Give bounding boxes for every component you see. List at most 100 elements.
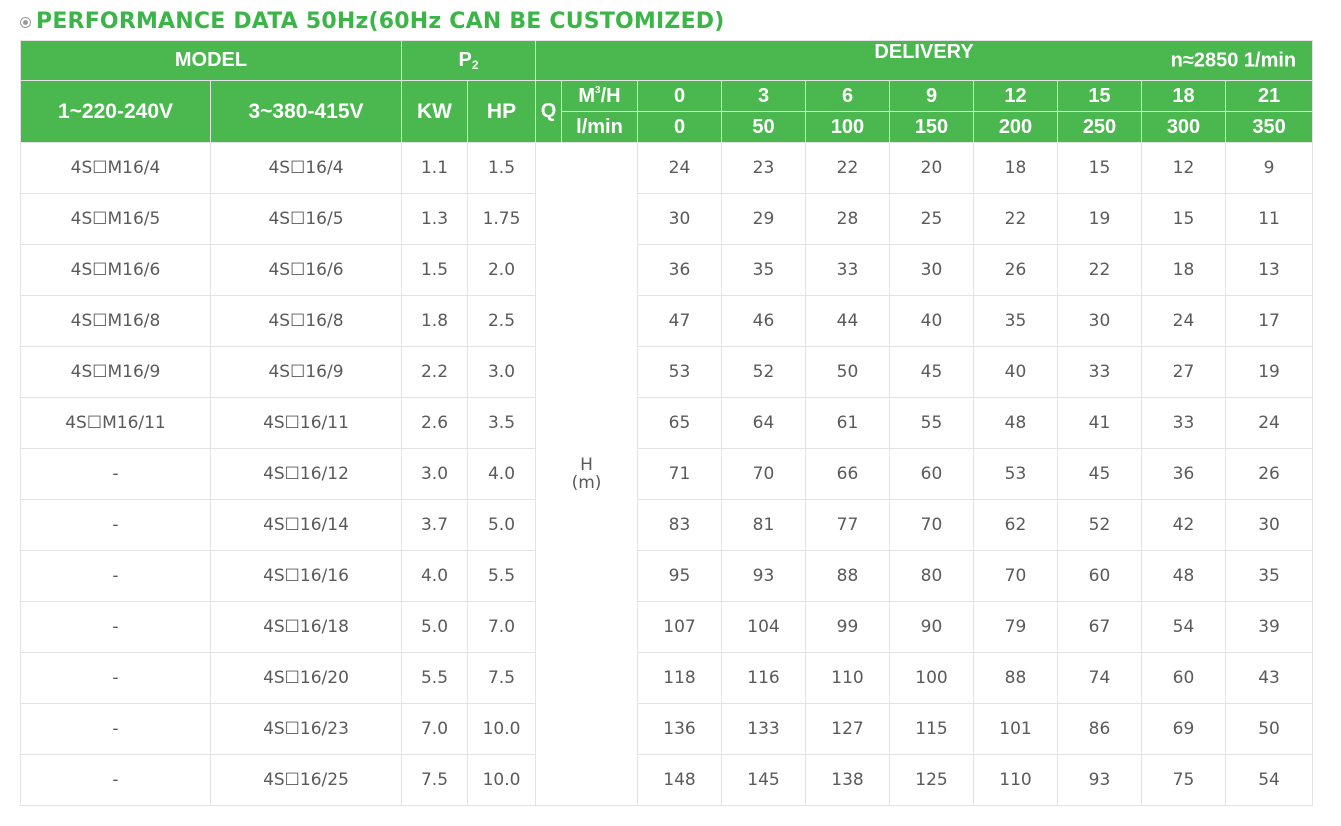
head-value: 80 [889, 550, 974, 602]
delivery-label: DELIVERY [874, 41, 974, 64]
page-title: PERFORMANCE DATA 50Hz(60Hz CAN BE CUSTOM… [20, 6, 725, 36]
flow-lmin-cell: 150 [889, 111, 974, 143]
power-hp: 7.0 [467, 601, 536, 653]
power-kw: 3.0 [401, 448, 468, 500]
head-value: 116 [721, 652, 806, 704]
model-three-phase: 4S☐16/4 [210, 142, 402, 194]
head-value: 19 [1224, 346, 1314, 398]
head-value: 48 [973, 397, 1058, 449]
header-p2: P2 [401, 40, 536, 81]
head-value: 136 [637, 703, 722, 755]
head-label-cell: H (m) [535, 142, 638, 806]
power-hp: 1.5 [467, 142, 536, 194]
head-value: 54 [1141, 601, 1226, 653]
head-value: 18 [973, 142, 1058, 194]
head-label: H [580, 455, 593, 475]
head-value: 35 [721, 244, 806, 296]
head-value: 61 [805, 397, 890, 449]
power-hp: 5.5 [467, 550, 536, 602]
power-kw: 5.0 [401, 601, 468, 653]
model-three-phase: 4S☐16/12 [210, 448, 402, 500]
head-value: 95 [637, 550, 722, 602]
head-value: 125 [889, 754, 974, 806]
table-row: -4S☐16/20 5.5 7.5 118 116 110 100 88 74 60 43 [20, 652, 1314, 704]
head-value: 30 [1224, 499, 1314, 551]
head-value: 93 [1057, 754, 1142, 806]
flow-lmin-cell: 250 [1057, 111, 1142, 143]
head-value: 41 [1057, 397, 1142, 449]
head-value: 86 [1057, 703, 1142, 755]
power-hp: 4.0 [467, 448, 536, 500]
flow-m3h-cell: 0 [637, 80, 722, 112]
flow-m3h-cell: 3 [721, 80, 806, 112]
head-value: 93 [721, 550, 806, 602]
flow-lmin-cell: 50 [721, 111, 806, 143]
head-value: 39 [1224, 601, 1314, 653]
flow-lmin-cell: 350 [1224, 111, 1314, 143]
head-value: 79 [973, 601, 1058, 653]
head-value: 138 [805, 754, 890, 806]
head-value: 30 [637, 193, 722, 245]
table-row: -4S☐16/25 7.5 10.0 148 145 138 125 110 93 75 54 [20, 754, 1314, 806]
table-row: 4S☐M16/6 4S☐16/6 1.5 2.0 36 35 33 30 26 22 18 13 [20, 244, 1314, 296]
model-single-phase: - [20, 703, 211, 755]
power-kw: 2.6 [401, 397, 468, 449]
head-value: 40 [889, 295, 974, 347]
table-row: 4S☐M16/4 4S☐16/4 1.1 1.5 H (m) 24 23 22 20 18 15 12 9 [20, 142, 1314, 806]
head-value: 75 [1141, 754, 1226, 806]
head-value: 88 [805, 550, 890, 602]
model-single-phase: 4S☐M16/9 [20, 346, 211, 398]
head-value: 22 [1057, 244, 1142, 296]
table-row: -4S☐16/18 5.0 7.0 107 104 99 90 79 67 54 39 [20, 601, 1314, 653]
head-value: 24 [1224, 397, 1314, 449]
p2-subscript: 2 [471, 58, 479, 72]
flow-m3h-cell: 9 [889, 80, 974, 112]
head-value: 18 [1141, 244, 1226, 296]
head-value: 50 [805, 346, 890, 398]
table-row: -4S☐16/14 3.7 5.0 83 81 77 70 62 52 42 30 [20, 499, 1314, 551]
flow-lmin-cell: 200 [973, 111, 1058, 143]
head-value: 64 [721, 397, 806, 449]
head-value: 44 [805, 295, 890, 347]
header-row-1: MODEL P2 DELIVERY n≈2850 1/min [20, 40, 1314, 81]
head-value: 20 [889, 142, 974, 194]
power-hp: 10.0 [467, 754, 536, 806]
head-value: 70 [721, 448, 806, 500]
head-value: 36 [1141, 448, 1226, 500]
model-three-phase: 4S☐16/23 [210, 703, 402, 755]
head-value: 115 [889, 703, 974, 755]
head-unit: (m) [571, 473, 602, 493]
model-three-phase: 4S☐16/5 [210, 193, 402, 245]
head-value: 90 [889, 601, 974, 653]
model-single-phase: 4S☐M16/4 [20, 142, 211, 194]
m3h-tail: /H [600, 84, 621, 107]
head-value: 22 [805, 142, 890, 194]
head-value: 107 [637, 601, 722, 653]
model-three-phase: 4S☐16/18 [210, 601, 402, 653]
header-model: MODEL [20, 40, 402, 81]
head-value: 67 [1057, 601, 1142, 653]
table-row: -4S☐16/16 4.0 5.5 95 93 88 80 70 60 48 35 [20, 550, 1314, 602]
head-value: 99 [805, 601, 890, 653]
header-three-phase: 3~380-415V [210, 80, 402, 143]
head-value: 35 [973, 295, 1058, 347]
head-value: 101 [973, 703, 1058, 755]
head-value: 40 [973, 346, 1058, 398]
head-value: 100 [889, 652, 974, 704]
table-row: 4S☐M16/9 4S☐16/9 2.2 3.0 53 52 50 45 40 33 27 19 [20, 346, 1314, 398]
power-hp: 3.5 [467, 397, 536, 449]
power-kw: 1.1 [401, 142, 468, 194]
table-row: 4S☐M16/8 4S☐16/8 1.8 2.5 47 46 44 40 35 30 24 17 [20, 295, 1314, 347]
flow-m3h-cell: 12 [973, 80, 1058, 112]
head-value: 26 [973, 244, 1058, 296]
head-value: 50 [1224, 703, 1314, 755]
head-value: 60 [889, 448, 974, 500]
header-single-phase: 1~220-240V [20, 80, 211, 143]
model-single-phase: 4S☐M16/6 [20, 244, 211, 296]
head-value: 30 [1057, 295, 1142, 347]
power-kw: 1.8 [401, 295, 468, 347]
head-value: 11 [1224, 193, 1314, 245]
head-value: 133 [721, 703, 806, 755]
flow-m3h-cell: 6 [805, 80, 890, 112]
header-hp: HP [467, 80, 536, 143]
